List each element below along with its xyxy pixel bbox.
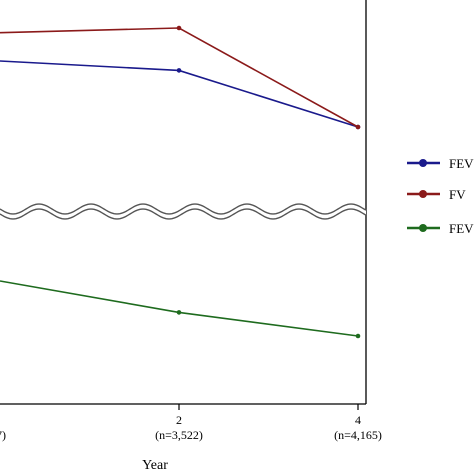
series-2-point-2 (355, 124, 361, 130)
x-ticks: 2(n=3,522) 4(n=4,165) (155, 404, 382, 442)
axis-break-band (0, 204, 366, 219)
x-axis-label: Year (142, 458, 168, 473)
x-tick-label-1: 4 (355, 413, 361, 427)
legend-swatch-marker-1 (419, 159, 427, 167)
x-tick-label-0: 2 (176, 413, 182, 427)
x-tick-sublabel-1: (n=4,165) (334, 428, 382, 442)
axis-break (0, 203, 367, 220)
series-layer (0, 25, 361, 339)
series-line-2 (0, 27, 359, 128)
series-1-point-1 (176, 68, 182, 73)
axis-break-wave-bottom (0, 208, 367, 220)
x-tick-sublabel-0: (n=3,522) (155, 428, 203, 442)
series-3-point-2 (355, 333, 361, 339)
legend-swatch-marker-3 (419, 224, 427, 232)
axis-break-wave-top (0, 203, 367, 215)
legend-label-2: FV (449, 187, 466, 202)
legend-label-3: FEV (449, 221, 474, 236)
series-2-point-1 (176, 25, 182, 31)
legend: FEV FV FEV (407, 156, 474, 236)
x-partial-sublabel: 7) (0, 428, 6, 442)
series-line-3 (0, 280, 359, 337)
plot-frame (0, 0, 367, 405)
series-3-point-1 (176, 310, 182, 315)
legend-swatch-marker-2 (419, 190, 427, 198)
legend-label-1: FEV (449, 156, 474, 171)
